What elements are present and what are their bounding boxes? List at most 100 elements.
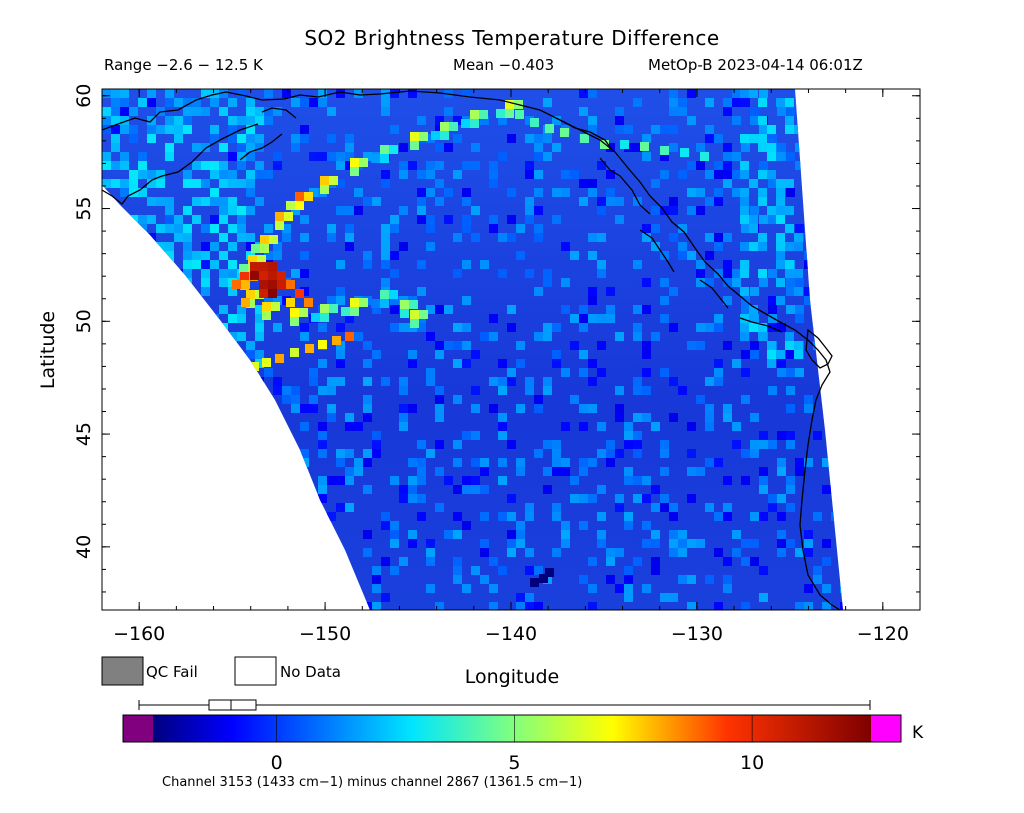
swath-cell (624, 512, 633, 521)
swath-cell (606, 170, 615, 179)
swath-cell (471, 350, 480, 359)
swath-cell (156, 350, 165, 359)
swath-cell (102, 179, 111, 188)
swath-cell (345, 575, 354, 584)
swath-cell (273, 548, 282, 557)
swath-cell (794, 242, 803, 251)
swath-cell (435, 503, 444, 512)
swath-cell (767, 152, 776, 161)
swath-cell (767, 170, 776, 179)
swath-cell (327, 404, 336, 413)
swath-cell (462, 260, 471, 269)
swath-cell (380, 154, 389, 163)
swath-cell (410, 132, 419, 141)
swath-cell (275, 212, 284, 221)
swath-cell (516, 602, 525, 610)
swath-cell (318, 485, 327, 494)
swath-cell (758, 269, 767, 278)
swath-cell (156, 242, 165, 251)
swath-cell (255, 413, 264, 422)
swath-cell (660, 125, 669, 134)
swath-cell (359, 298, 368, 307)
swath-cell (885, 350, 894, 359)
swath-cell (804, 251, 813, 260)
swath-cell (858, 584, 867, 593)
swath-cell (795, 98, 804, 107)
swath-cell (822, 242, 831, 251)
swath-cell (309, 566, 318, 575)
swath-cell (723, 503, 732, 512)
swath-cell (255, 323, 264, 332)
swath-cell (462, 161, 471, 170)
swath-cell (129, 377, 138, 386)
swath-cell (426, 134, 435, 143)
swath-cell (794, 269, 803, 278)
swath-cell (138, 152, 147, 161)
swath-cell (498, 152, 507, 161)
swath-cell (776, 233, 785, 242)
swath-cell (210, 134, 219, 143)
swath-cell (840, 476, 843, 485)
swath-cell (165, 395, 174, 404)
swath-cell (867, 449, 876, 458)
swath-cell (498, 386, 507, 395)
swath-cell (435, 404, 444, 413)
swath-cell (795, 278, 804, 287)
swath-cell (777, 539, 786, 548)
coastline (102, 90, 841, 610)
swath-cell (894, 530, 903, 539)
swath-cell (246, 233, 255, 242)
swath-cell (327, 575, 336, 584)
swath-cell (624, 566, 633, 575)
swath-cell (507, 548, 516, 557)
swath-cell (867, 431, 876, 440)
swath-cell (228, 134, 237, 143)
swath-cell (210, 125, 219, 134)
swath-cell (776, 260, 785, 269)
swath-cell (776, 152, 785, 161)
swath-cell (273, 539, 282, 548)
swath-cell (776, 188, 785, 197)
x-tick-label: −150 (299, 623, 351, 645)
swath-cell (651, 125, 660, 134)
swath-cell (192, 332, 201, 341)
swath-cell (273, 386, 282, 395)
swath-cell (849, 251, 858, 260)
swath-cell (723, 413, 732, 422)
swath-cell (219, 305, 228, 314)
swath-cell (390, 296, 399, 305)
swath-cell (120, 242, 129, 251)
swath-cell (192, 350, 201, 359)
swath-cell (138, 188, 147, 197)
swath-cell (624, 422, 633, 431)
swath-cell (678, 107, 687, 116)
swath-cell (299, 308, 308, 317)
swath-cell (669, 287, 678, 296)
swath-cell (894, 494, 903, 503)
swath-cell (219, 161, 228, 170)
swath-cell (786, 305, 795, 314)
swath-cell (111, 575, 120, 584)
swath-cell (714, 323, 723, 332)
swath-cell (120, 107, 129, 116)
swath-cell (246, 125, 255, 134)
swath-cell (516, 458, 525, 467)
swath-cell (795, 161, 804, 170)
swath-cell (300, 323, 309, 332)
swath-cell (759, 125, 768, 134)
channel-note: Channel 3153 (1433 cm−1) minus channel 2… (162, 775, 582, 790)
swath-cell (678, 386, 687, 395)
swath-cell (885, 215, 894, 224)
swath-cell (579, 458, 588, 467)
swath-cell (246, 290, 255, 299)
swath-cell (228, 431, 237, 440)
swath-cell (660, 251, 669, 260)
swath-cell (417, 287, 426, 296)
swath-cell (390, 269, 399, 278)
swath-cell (750, 539, 759, 548)
swath-cell (380, 290, 389, 299)
swath-cell (885, 98, 894, 107)
swath-cell (246, 431, 255, 440)
swath-cell (282, 386, 291, 395)
swath-cell (552, 188, 561, 197)
